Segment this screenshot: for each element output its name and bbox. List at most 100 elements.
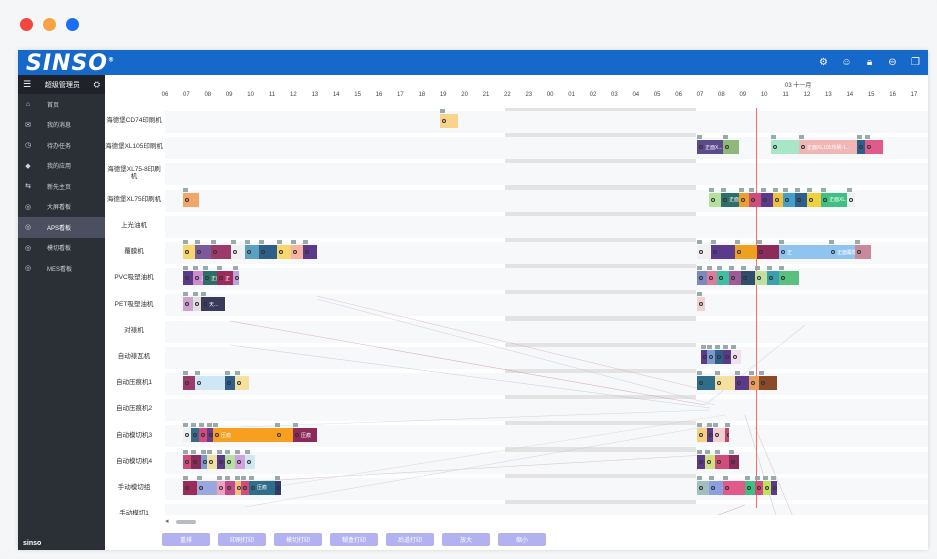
task-block[interactable]	[735, 376, 749, 390]
task-block[interactable]	[277, 245, 291, 259]
task-block[interactable]	[807, 192, 821, 207]
task-block[interactable]	[235, 454, 245, 469]
task-block[interactable]	[207, 428, 213, 443]
sidebar-item[interactable]: ◎ MES看板	[18, 258, 105, 279]
toolbar-button[interactable]: 后道打印	[386, 533, 434, 546]
task-block[interactable]	[217, 454, 225, 469]
task-block[interactable]	[195, 376, 225, 390]
task-block[interactable]	[709, 480, 723, 495]
task-block[interactable]: 正	[779, 245, 829, 259]
task-block[interactable]	[757, 245, 779, 259]
task-block[interactable]	[709, 192, 721, 207]
sidebar-item[interactable]: ◎ 大屏看板	[18, 197, 105, 218]
task-block[interactable]	[697, 297, 705, 312]
task-block[interactable]	[291, 245, 303, 259]
task-block[interactable]	[183, 297, 193, 312]
task-block[interactable]	[183, 454, 191, 469]
task-block[interactable]	[697, 480, 709, 495]
task-block[interactable]: 正面XL...	[821, 192, 847, 207]
task-block[interactable]	[440, 114, 458, 128]
task-block[interactable]	[857, 140, 865, 155]
task-block[interactable]: 正	[217, 271, 233, 286]
task-block[interactable]	[711, 245, 735, 259]
task-block[interactable]: 正面X...	[697, 140, 723, 155]
user-icon[interactable]: ☺	[841, 57, 852, 68]
task-block[interactable]	[245, 454, 255, 469]
task-block[interactable]	[755, 480, 763, 495]
task-block[interactable]	[207, 454, 217, 469]
task-block[interactable]	[225, 480, 235, 495]
task-block[interactable]	[771, 140, 799, 155]
task-block[interactable]	[847, 192, 855, 207]
close-dot-icon[interactable]	[20, 18, 33, 31]
task-block[interactable]	[741, 271, 755, 286]
menu-icon[interactable]: ☰	[23, 79, 32, 89]
sidebar-item[interactable]: ⇆ 新先主页	[18, 176, 105, 197]
task-block[interactable]	[729, 271, 741, 286]
task-block[interactable]	[761, 192, 773, 207]
sidebar-item[interactable]: ◷ 待办任务	[18, 135, 105, 156]
minus-icon[interactable]: ⊖	[888, 57, 897, 68]
lock-icon[interactable]: 🔒︎	[866, 57, 873, 68]
toolbar-button[interactable]: 模切打印	[274, 533, 322, 546]
task-block[interactable]	[795, 192, 807, 207]
task-block[interactable]	[729, 454, 739, 469]
task-block[interactable]	[783, 192, 795, 207]
toolbar-button[interactable]: 重排	[162, 533, 210, 546]
sidebar-item[interactable]: ◎ 模切看板	[18, 238, 105, 259]
task-block[interactable]: 压痕	[249, 480, 275, 495]
task-block[interactable]	[233, 271, 239, 286]
task-block[interactable]: 正	[193, 271, 203, 286]
task-block[interactable]	[697, 245, 711, 259]
task-block[interactable]	[259, 245, 277, 259]
task-block[interactable]	[199, 428, 207, 443]
task-block[interactable]	[183, 480, 197, 495]
task-block[interactable]	[195, 245, 211, 259]
task-block[interactable]	[745, 480, 755, 495]
sidebar-item[interactable]: ◎ APS看板	[18, 217, 105, 238]
task-block[interactable]	[749, 376, 759, 390]
task-block[interactable]	[697, 271, 707, 286]
task-block[interactable]: 压痕	[293, 428, 317, 443]
task-block[interactable]	[771, 480, 777, 495]
task-block[interactable]	[717, 271, 729, 286]
task-block[interactable]	[275, 428, 293, 443]
task-block[interactable]	[773, 192, 783, 207]
task-block[interactable]	[735, 245, 757, 259]
horizontal-scrollbar[interactable]	[176, 520, 196, 524]
task-block[interactable]	[715, 454, 729, 469]
task-block[interactable]	[235, 376, 249, 390]
task-block[interactable]	[697, 454, 705, 469]
org-icon[interactable]: ⛭	[93, 79, 100, 89]
task-block[interactable]	[723, 140, 739, 155]
restore-icon[interactable]: ❐	[911, 57, 920, 68]
sidebar-item[interactable]: ⌂ 首页	[18, 94, 105, 115]
task-block[interactable]	[701, 349, 707, 364]
toolbar-button[interactable]: 印刷打印	[218, 533, 266, 546]
task-block[interactable]	[183, 428, 191, 443]
task-block[interactable]	[275, 480, 281, 495]
task-block[interactable]	[715, 376, 735, 390]
toolbar-button[interactable]: 放大	[442, 533, 490, 546]
task-block[interactable]: 压痕	[213, 428, 275, 443]
task-block[interactable]	[707, 428, 713, 443]
task-block[interactable]	[715, 349, 723, 364]
task-block[interactable]	[723, 480, 745, 495]
task-block[interactable]	[723, 349, 731, 364]
task-block[interactable]	[245, 245, 259, 259]
task-block[interactable]	[183, 192, 199, 207]
task-block[interactable]	[739, 192, 749, 207]
task-block[interactable]	[779, 271, 799, 286]
sidebar-item[interactable]: ✉ 我的消息	[18, 115, 105, 136]
task-block[interactable]	[767, 271, 779, 286]
task-block[interactable]	[731, 349, 741, 364]
task-block[interactable]	[725, 428, 729, 443]
task-block[interactable]	[755, 271, 767, 286]
sidebar-item[interactable]: ◆ 我的应用	[18, 156, 105, 177]
task-block[interactable]	[241, 480, 249, 495]
task-block[interactable]	[211, 245, 231, 259]
task-block[interactable]	[697, 428, 707, 443]
task-block[interactable]: 天...	[201, 297, 225, 312]
task-block[interactable]	[225, 376, 235, 390]
task-block[interactable]	[697, 376, 715, 390]
